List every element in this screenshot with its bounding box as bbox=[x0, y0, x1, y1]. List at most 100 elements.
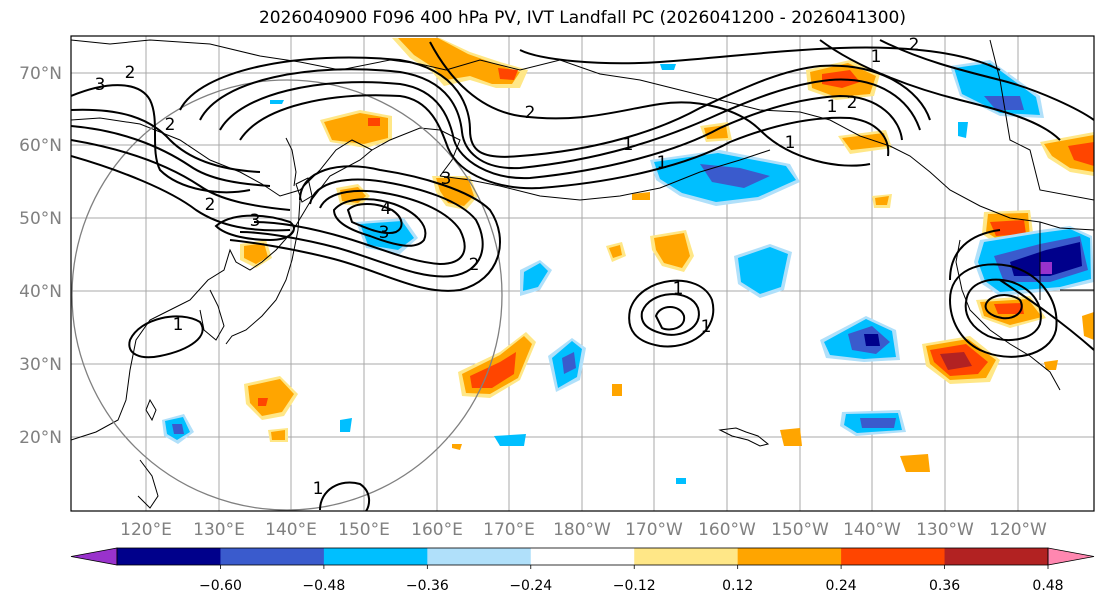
longitude-label: 140°E bbox=[265, 520, 317, 540]
colorbar-tick-label: 0.36 bbox=[929, 578, 960, 594]
coastline-sakhalin bbox=[285, 137, 297, 187]
pv-anomaly-negative bbox=[864, 334, 880, 346]
longitude-label: 160°W bbox=[698, 520, 756, 540]
longitude-label: 130°E bbox=[193, 520, 245, 540]
pv-anomaly-negative bbox=[860, 418, 896, 428]
pv-contour bbox=[239, 178, 484, 278]
pv-contour bbox=[319, 481, 371, 511]
longitude-label: 120°W bbox=[989, 520, 1047, 540]
colorbar-segment bbox=[323, 548, 428, 565]
colorbar-extend-min bbox=[70, 547, 118, 566]
pv-contour bbox=[199, 68, 921, 170]
pv-anomaly-positive bbox=[940, 352, 972, 370]
pv-anomaly-positive bbox=[470, 352, 516, 388]
pv-anomaly-negative bbox=[700, 164, 770, 188]
pv-anomaly-positive bbox=[612, 384, 622, 396]
pv-anomaly-positive bbox=[1068, 142, 1094, 166]
latitude-labels: 70°N 60°N 50°N 40°N 30°N 20°N bbox=[19, 64, 62, 448]
pv-contour-label: 2 bbox=[205, 195, 216, 215]
colorbar-segment bbox=[530, 548, 635, 565]
colorbar-tick-label: −0.36 bbox=[406, 578, 449, 594]
pv-contour bbox=[964, 278, 1042, 341]
coastline-japan bbox=[225, 199, 301, 345]
latitude-label: 30°N bbox=[19, 355, 62, 375]
radius-ring bbox=[71, 79, 503, 511]
colorbar-extend-max bbox=[1047, 547, 1095, 566]
colorbar-outline bbox=[116, 547, 1049, 566]
pv-contour bbox=[179, 56, 931, 158]
coastline-aleutians bbox=[439, 149, 771, 201]
pv-contour-label: 1 bbox=[701, 317, 712, 337]
pv-contour-label: 2 bbox=[525, 103, 536, 123]
ivt-shading bbox=[162, 38, 1094, 484]
pv-contour bbox=[332, 198, 427, 247]
map-frame bbox=[70, 35, 1095, 512]
colorbar-segment bbox=[737, 548, 842, 565]
longitude-label: 140°W bbox=[843, 520, 901, 540]
pv-contour-label: 1 bbox=[871, 47, 882, 67]
pv-contour bbox=[819, 39, 1061, 141]
longitude-label: 180°W bbox=[553, 520, 611, 540]
pv-anomaly-positive bbox=[900, 454, 930, 472]
pv-contour bbox=[214, 214, 295, 242]
pv-anomaly-positive bbox=[994, 303, 1024, 314]
longitude-label: 170°W bbox=[625, 520, 683, 540]
colorbar-tick-labels: −0.60 −0.48 −0.36 −0.24 −0.12 0.12 0.24 0.36 0.4… bbox=[199, 565, 1064, 594]
pv-contour-label: 1 bbox=[173, 315, 184, 335]
latitude-label: 70°N bbox=[19, 64, 62, 84]
pv-anomaly-negative bbox=[340, 418, 352, 432]
pv-contour bbox=[71, 108, 261, 173]
latitude-label: 20°N bbox=[19, 428, 62, 448]
colorbar-tick-label: 0.48 bbox=[1032, 578, 1063, 594]
pv-anomaly-positive bbox=[244, 243, 268, 264]
pv-contour-label: 1 bbox=[313, 479, 324, 499]
pv-anomaly-positive bbox=[632, 192, 650, 200]
colorbar-segment bbox=[944, 548, 1049, 565]
longitude-label: 170°E bbox=[483, 520, 535, 540]
colorbar-segment bbox=[634, 548, 739, 565]
pv-anomaly-positive bbox=[842, 133, 888, 150]
longitude-label: 150°E bbox=[338, 520, 390, 540]
latitude-label: 50°N bbox=[19, 209, 62, 229]
pv-contour bbox=[640, 293, 700, 336]
pv-anomaly-positive bbox=[875, 196, 889, 205]
pv-contour bbox=[949, 229, 1001, 281]
coastline-hawaii bbox=[718, 427, 770, 447]
pv-contour-label: 1 bbox=[673, 279, 684, 299]
pv-contour-label: 1 bbox=[657, 153, 668, 173]
pv-contour bbox=[429, 41, 871, 167]
pv-anomaly-positive bbox=[1044, 360, 1058, 370]
colorbar-segment bbox=[220, 548, 325, 565]
pv-contour-label: 1 bbox=[623, 135, 634, 155]
longitude-label: 150°W bbox=[771, 520, 829, 540]
colorbar-tick-label: 0.12 bbox=[722, 578, 753, 594]
pv-contour-label: 4 bbox=[381, 199, 392, 219]
pv-contour bbox=[346, 203, 403, 234]
pv-contour-label: 3 bbox=[441, 169, 452, 189]
pv-contour-label: 1 bbox=[785, 133, 796, 153]
colorbar-tick-label: −0.60 bbox=[199, 578, 242, 594]
pv-contour bbox=[948, 263, 1058, 358]
pv-contour bbox=[71, 139, 291, 211]
pv-anomaly-positive bbox=[704, 125, 728, 139]
pv-contour-label: 2 bbox=[847, 93, 858, 113]
pv-anomaly-negative bbox=[676, 478, 686, 484]
coastline-alaska bbox=[445, 59, 1094, 231]
pv-anomaly-negative bbox=[270, 100, 284, 104]
colorbar-tick-label: 0.24 bbox=[826, 578, 857, 594]
pv-anomaly-positive bbox=[452, 444, 462, 450]
pv-anomaly-positive bbox=[368, 118, 380, 126]
pv-anomaly-positive bbox=[1082, 312, 1094, 340]
longitude-label: 160°E bbox=[411, 520, 463, 540]
pv-anomaly-positive bbox=[609, 245, 622, 258]
pv-contour bbox=[229, 165, 501, 292]
colorbar-tick-label: −0.48 bbox=[302, 578, 345, 594]
figure-title: 2026040900 F096 400 hPa PV, IVT Landfall… bbox=[258, 8, 906, 28]
pv-contour bbox=[628, 279, 715, 348]
colorbar-segment bbox=[427, 548, 532, 565]
pv-anomaly-positive bbox=[271, 430, 285, 440]
colorbar-segment bbox=[117, 548, 221, 565]
coastline-north-america-interior bbox=[989, 39, 1094, 300]
latitude-label: 40°N bbox=[19, 282, 62, 302]
